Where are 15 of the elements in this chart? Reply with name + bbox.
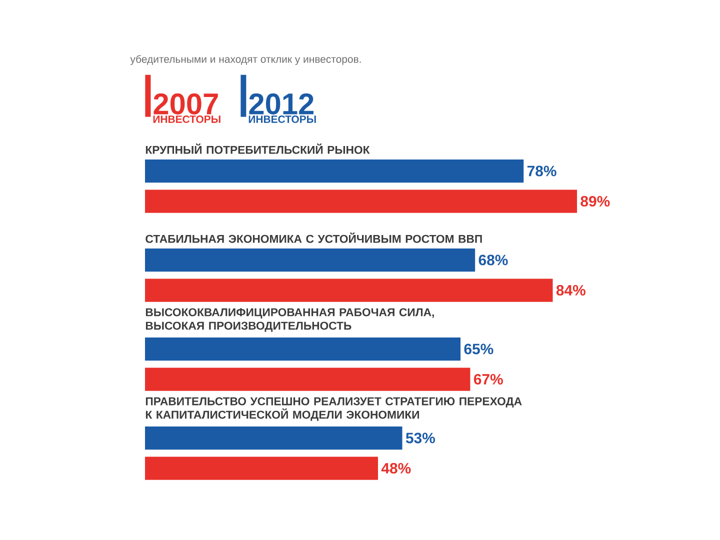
y-tick-label: ПРАВИТЕЛЬСТВО УСПЕШНО РЕАЛИЗУЕТ СТРАТЕГИЮ ПЕРЕХОДА К КАПИТАЛИСТИЧЕСКОЙ МОДЕЛИ ЭКОНОМИКИ [146,397,522,421]
data-label: 68% [478,254,508,266]
data-label: 48% [381,462,411,474]
y-tick-label: СТАБИЛЬНАЯ ЭКОНОМИКА С УСТОЙЧИВЫМ РОСТОМ ВВП [146,232,482,243]
y-tick-label: ВЫСОКОКВАЛИФИЦИРОВАННАЯ РАБОЧАЯ СИЛА, ВЫСОКАЯ ПРОИЗВОДИТЕЛЬНОСТЬ [146,308,434,332]
data-label: 53% [406,432,435,444]
data-label: 78% [527,166,556,176]
y-tick-label: КРУПНЫЙ ПОТРЕБИТЕЛЬСКИЙ РЫНОК [146,144,370,154]
legend-label: 2012 ИНВЕСТОРЫ [248,93,316,123]
text: убедительными и находят отклик у инвесторов. [130,55,361,65]
data-label: 65% [464,344,494,354]
data-label: 67% [474,374,503,385]
data-label: 84% [556,284,586,296]
data-label: 89% [580,196,610,207]
legend-label: 2007 ИНВЕСТОРЫ [153,93,220,123]
